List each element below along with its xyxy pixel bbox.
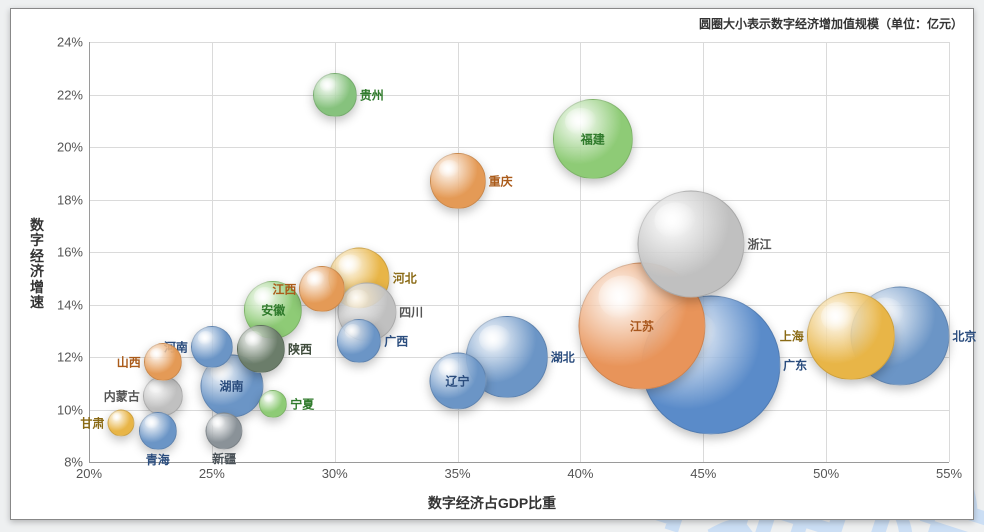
grid-line-h <box>89 42 949 43</box>
bubble[interactable] <box>807 292 895 380</box>
bubble[interactable] <box>553 99 633 179</box>
grid-line-h <box>89 95 949 96</box>
bubble-label: 重庆 <box>489 173 513 190</box>
bubble-label: 上海 <box>780 328 804 345</box>
page-root: 国信通院 圆圈大小表示数字经济增加值规模（单位：亿元） 8%10%12%14%1… <box>0 0 984 532</box>
bubble[interactable] <box>206 412 243 449</box>
bubble-label: 广东 <box>783 356 807 373</box>
bubble-chart: 圆圈大小表示数字经济增加值规模（单位：亿元） 8%10%12%14%16%18%… <box>10 8 974 520</box>
bubble-label: 甘肃 <box>80 414 104 431</box>
bubble[interactable] <box>299 266 345 312</box>
grid-line-v <box>89 42 90 462</box>
y-tick-label: 18% <box>57 192 83 207</box>
y-tick-label: 20% <box>57 140 83 155</box>
bubble-label: 新疆 <box>212 450 236 467</box>
y-tick-label: 24% <box>57 35 83 50</box>
bubble[interactable] <box>259 390 287 418</box>
grid-line-h <box>89 462 949 463</box>
x-tick-label: 50% <box>813 466 839 481</box>
x-tick-label: 45% <box>690 466 716 481</box>
grid-line-v <box>826 42 827 462</box>
x-axis-label: 数字经济占GDP比重 <box>428 493 556 513</box>
bubble-label: 内蒙古 <box>104 388 140 405</box>
bubble-label: 四川 <box>399 304 423 321</box>
bubble-label: 北京 <box>952 328 976 345</box>
y-tick-label: 16% <box>57 245 83 260</box>
x-tick-label: 25% <box>199 466 225 481</box>
bubble[interactable] <box>143 376 183 416</box>
grid-line-h <box>89 200 949 201</box>
bubble[interactable] <box>313 73 357 117</box>
y-tick-label: 12% <box>57 350 83 365</box>
bubble[interactable] <box>337 319 381 363</box>
plot-area: 8%10%12%14%16%18%20%22%24%20%25%30%35%40… <box>89 41 949 462</box>
bubble[interactable] <box>139 412 177 450</box>
bubble[interactable] <box>638 191 745 298</box>
x-tick-label: 30% <box>322 466 348 481</box>
y-tick-label: 22% <box>57 87 83 102</box>
bubble[interactable] <box>429 352 486 409</box>
y-tick-label: 10% <box>57 402 83 417</box>
grid-line-v <box>949 42 950 462</box>
bubble[interactable] <box>237 325 285 373</box>
bubble-label: 青海 <box>146 451 170 468</box>
grid-line-h <box>89 147 949 148</box>
bubble[interactable] <box>144 343 182 381</box>
y-tick-label: 14% <box>57 297 83 312</box>
bubble[interactable] <box>191 326 233 368</box>
bubble[interactable] <box>107 409 134 436</box>
bubble[interactable] <box>430 153 486 209</box>
legend-note: 圆圈大小表示数字经济增加值规模（单位：亿元） <box>699 15 963 32</box>
bubble-label: 陕西 <box>288 341 312 358</box>
x-tick-label: 35% <box>445 466 471 481</box>
bubble-label: 浙江 <box>748 236 772 253</box>
x-tick-label: 40% <box>567 466 593 481</box>
x-tick-label: 55% <box>936 466 962 481</box>
y-axis-label: 数字经济增速 <box>29 218 45 310</box>
bubble-label: 河北 <box>393 270 417 287</box>
grid-line-h <box>89 252 949 253</box>
bubble-label: 广西 <box>384 333 408 350</box>
x-tick-label: 20% <box>76 466 102 481</box>
